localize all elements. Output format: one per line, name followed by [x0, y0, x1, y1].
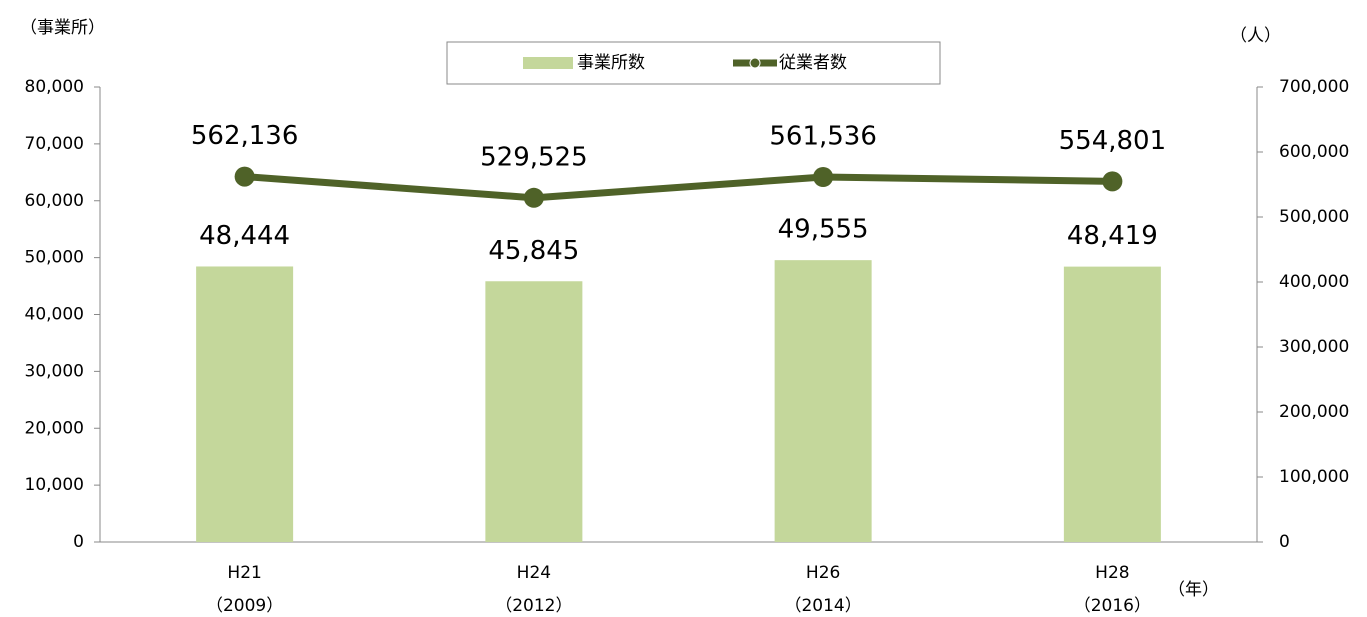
y2-tick-label: 600,000	[1279, 142, 1349, 162]
legend-label: 従業者数	[779, 53, 847, 73]
y2-axis-label: （人）	[1230, 26, 1281, 46]
y-tick-label: 20,000	[25, 418, 84, 438]
line-marker	[1102, 171, 1123, 192]
y-tick-label: 60,000	[25, 191, 84, 211]
bar	[774, 260, 872, 542]
data-label: 48,419	[1067, 221, 1158, 251]
legend-marker	[749, 57, 761, 69]
y-tick-label: 80,000	[25, 77, 84, 97]
legend-box	[446, 41, 941, 85]
y-tick-label: 40,000	[25, 305, 84, 325]
y2-tick-label: 100,000	[1279, 467, 1349, 487]
x-tick-label: H26	[806, 563, 840, 583]
x-tick-sublabel: （2009）	[206, 596, 283, 616]
x-tick-sublabel: （2012）	[495, 596, 572, 616]
y-tick-label: 10,000	[25, 475, 84, 495]
x-axis-label: （年）	[1168, 580, 1219, 600]
y2-tick-label: 200,000	[1279, 402, 1349, 422]
line-marker	[234, 166, 255, 187]
data-label: 554,801	[1059, 126, 1167, 156]
y-tick-label: 50,000	[25, 248, 84, 268]
bar	[485, 281, 583, 542]
data-label: 49,555	[778, 215, 869, 245]
bar	[1063, 266, 1161, 542]
x-tick-label: H24	[517, 563, 551, 583]
line-marker	[523, 187, 544, 208]
y2-tick-label: 700,000	[1279, 77, 1349, 97]
data-label: 48,444	[199, 221, 290, 251]
y2-tick-label: 400,000	[1279, 272, 1349, 292]
bar	[196, 266, 294, 542]
x-tick-label: H21	[227, 563, 261, 583]
x-tick-sublabel: （2014）	[784, 596, 861, 616]
legend-swatch	[523, 57, 573, 69]
y2-tick-label: 0	[1279, 532, 1290, 552]
y-tick-label: 30,000	[25, 361, 84, 381]
line	[244, 173, 1113, 202]
legend-label: 事業所数	[577, 53, 645, 73]
x-tick-label: H28	[1095, 563, 1129, 583]
data-label: 562,136	[191, 121, 299, 151]
x-tick-sublabel: （2016）	[1074, 596, 1151, 616]
data-label: 561,536	[769, 122, 877, 152]
y-tick-label: 70,000	[25, 134, 84, 154]
line-marker	[813, 167, 834, 188]
data-label: 529,525	[480, 142, 588, 172]
y2-tick-label: 300,000	[1279, 337, 1349, 357]
y2-tick-label: 500,000	[1279, 207, 1349, 227]
y-tick-label: 0	[73, 532, 84, 552]
data-label: 45,845	[488, 236, 579, 266]
y-axis-label: （事業所）	[20, 18, 105, 38]
